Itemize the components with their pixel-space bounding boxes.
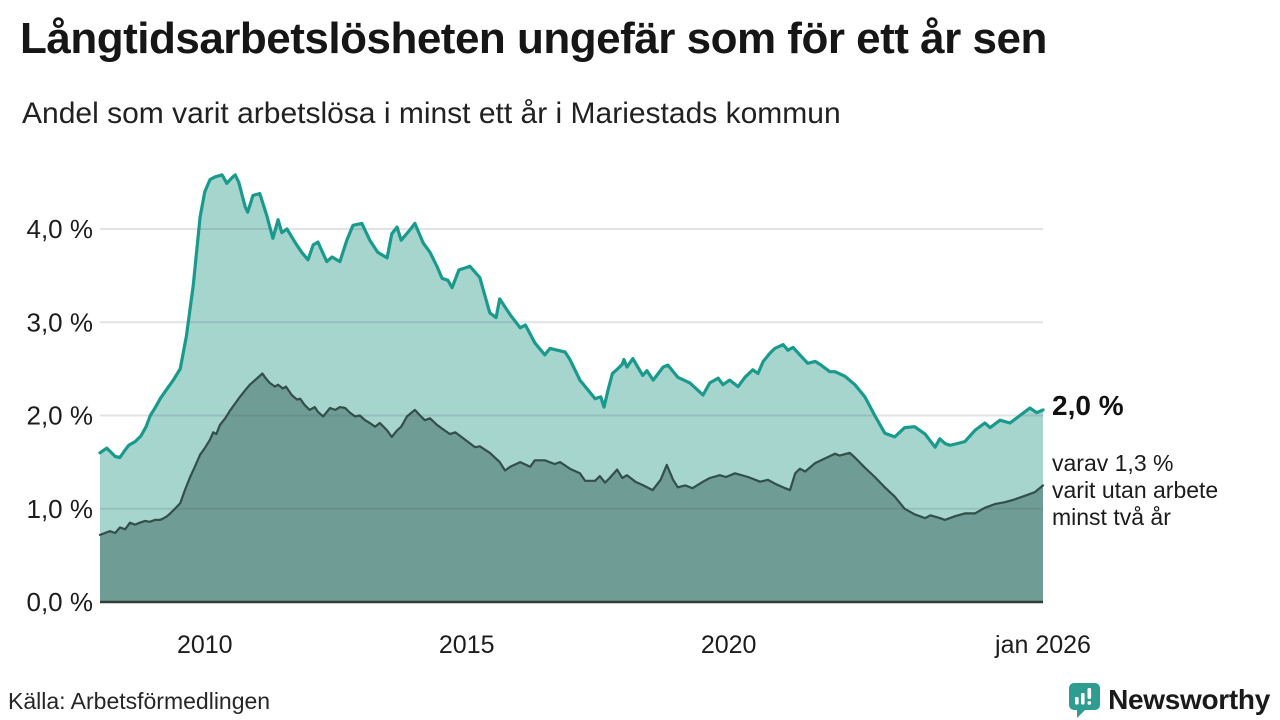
x-tick-label: 2020: [701, 631, 757, 659]
end-value-label: 2,0 %: [1052, 390, 1124, 421]
newsworthy-bubble-icon: [1069, 682, 1101, 718]
end-note-line-2: varit utan arbete: [1052, 477, 1219, 503]
y-tick-label: 3,0 %: [27, 307, 94, 337]
end-note-line-1: varav 1,3 %: [1052, 450, 1174, 476]
x-tick-label: jan 2026: [994, 631, 1091, 659]
line-twoyear: [98, 372, 1045, 537]
y-tick-label: 2,0 %: [27, 401, 94, 431]
chart-subtitle: Andel som varit arbetslösa i minst ett å…: [22, 97, 841, 130]
end-note-line-3: minst två år: [1052, 504, 1171, 530]
area-twoyear-fill: [100, 373, 1043, 602]
newsworthy-wordmark: Newsworthy: [1108, 684, 1270, 715]
x-tick-label: 2010: [177, 631, 233, 659]
newsworthy-logo: Newsworthy: [1068, 682, 1270, 718]
y-tick-label: 1,0 %: [27, 494, 94, 524]
page-title: Långtidsarbetslösheten ungefär som för e…: [20, 14, 1047, 63]
y-tick-label: 4,0 %: [27, 214, 94, 244]
line-total: [98, 173, 1045, 460]
source-caption: Källa: Arbetsförmedlingen: [8, 688, 271, 714]
x-tick-label: 2015: [439, 631, 495, 659]
y-tick-label: 0,0 %: [27, 587, 94, 617]
end-note-label: varav 1,3 % varit utan arbete minst två …: [1052, 450, 1218, 531]
